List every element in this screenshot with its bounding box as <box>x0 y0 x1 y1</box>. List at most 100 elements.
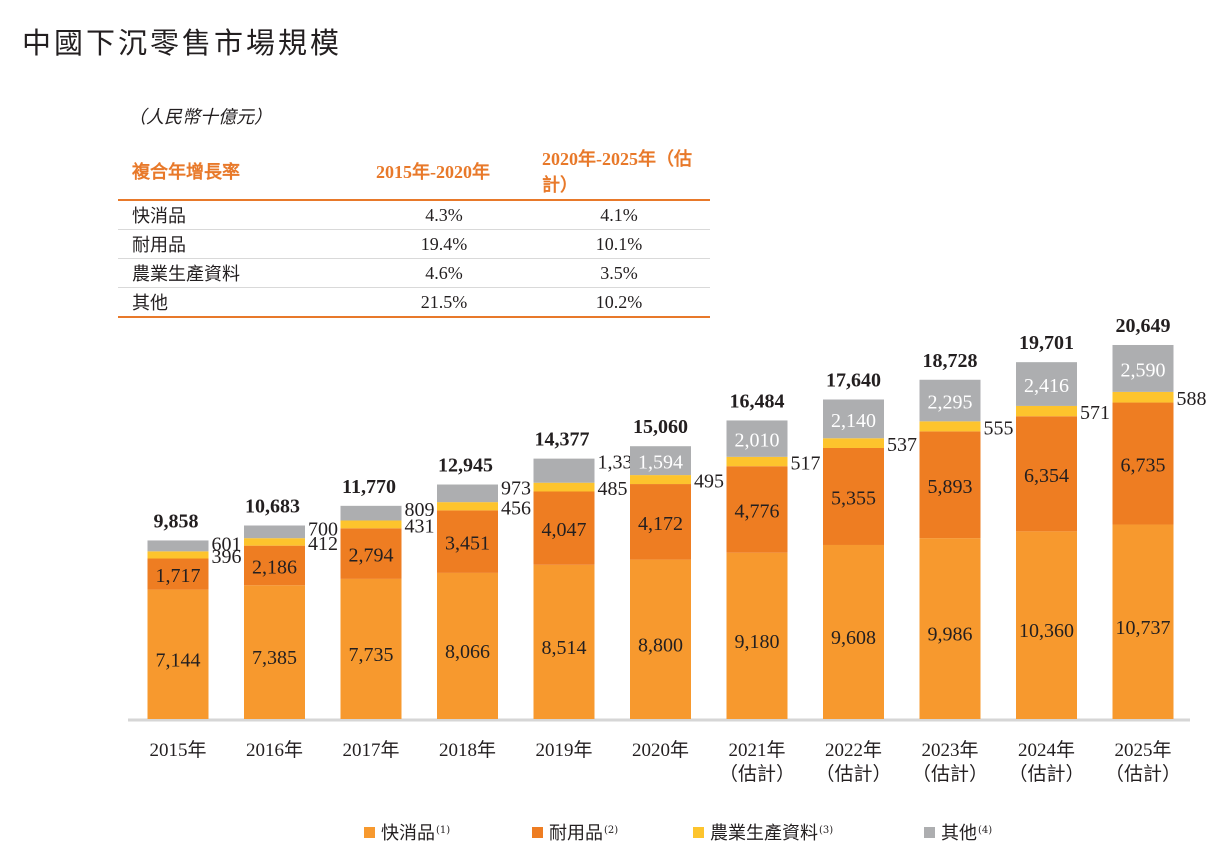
x-tick-label: 2019年 <box>535 739 592 761</box>
data-label-total: 14,377 <box>535 429 590 451</box>
cagr-value: 19.4% <box>314 229 528 259</box>
legend: 快消品 (1) 耐用品 (2) 農業生產資料 (3) 其他 (4) <box>0 819 1228 845</box>
legend-note: (1) <box>436 824 451 836</box>
data-label-agri: 537 <box>887 434 917 456</box>
cagr-value: 4.1% <box>528 200 710 230</box>
data-label-total: 18,728 <box>923 350 978 372</box>
x-tick-label: 2015年 <box>149 739 206 761</box>
data-label-fmcg: 7,385 <box>252 647 297 669</box>
bar-segment-agri <box>726 456 788 467</box>
data-label-others: 2,416 <box>1024 375 1069 397</box>
data-label-total: 17,640 <box>826 369 881 391</box>
unit-label: （人民幣十億元） <box>128 107 272 128</box>
bar-segment-durables <box>147 558 209 590</box>
data-label-agri: 555 <box>984 417 1014 439</box>
data-label-agri: 396 <box>212 546 242 568</box>
x-tick-label: 2017年 <box>342 739 399 761</box>
bar-segment-others <box>533 458 595 483</box>
data-label-agri: 571 <box>1080 402 1110 424</box>
data-label-durables: 3,451 <box>445 533 490 555</box>
cagr-row-label: 農業生產資料 <box>118 258 314 288</box>
cagr-row: 其他 21.5% 10.2% <box>118 287 710 318</box>
cagr-table: 複合年增長率 2015年-2020年 2020年-2025年（估計） 快消品 4… <box>118 143 710 318</box>
bar-segment-others <box>1112 344 1174 392</box>
legend-note: (3) <box>819 824 834 836</box>
data-label-others: 2,295 <box>928 392 973 414</box>
data-label-total: 15,060 <box>633 416 688 438</box>
legend-swatch-durables <box>532 826 543 838</box>
x-tick-sublabel: （估計） <box>912 763 988 785</box>
bar-segment-durables <box>340 528 402 579</box>
bar-segment-fmcg <box>437 572 498 719</box>
data-label-total: 19,701 <box>1019 332 1074 354</box>
data-label-fmcg: 9,608 <box>831 627 876 649</box>
bar-segment-fmcg <box>533 564 595 719</box>
data-label-fmcg: 10,360 <box>1019 620 1074 642</box>
cagr-row: 農業生產資料 4.6% 3.5% <box>118 258 710 288</box>
x-tick-label: 2024年 <box>1018 739 1075 761</box>
data-label-fmcg: 10,737 <box>1116 617 1171 639</box>
bar-segment-fmcg <box>1016 531 1077 719</box>
bar-segment-agri <box>1016 405 1077 417</box>
data-label-total: 16,484 <box>730 390 785 412</box>
legend-swatch-agri <box>693 826 704 838</box>
data-label-agri: 588 <box>1177 388 1207 410</box>
data-label-agri: 412 <box>308 533 338 555</box>
x-tick-sublabel: （估計） <box>1008 763 1084 785</box>
bar-segment-others <box>244 525 305 539</box>
bar-segment-fmcg <box>244 585 305 719</box>
x-tick-label: 2020年 <box>632 739 689 761</box>
cagr-value: 10.1% <box>528 229 710 259</box>
cagr-header-period2: 2020年-2025年（估計） <box>528 143 710 201</box>
bar-segment-agri <box>340 520 402 529</box>
data-label-total: 12,945 <box>438 455 493 477</box>
bar-segment-durables <box>919 431 981 539</box>
data-label-total: 11,770 <box>342 476 396 498</box>
cagr-value: 10.2% <box>528 287 710 318</box>
data-label-others: 2,140 <box>831 410 876 432</box>
data-label-durables: 1,717 <box>156 565 201 587</box>
bar-segment-fmcg <box>147 589 209 719</box>
data-label-fmcg: 8,800 <box>638 634 683 656</box>
legend-swatch-others <box>924 826 935 838</box>
legend-item-others: 其他 (4) <box>924 819 992 845</box>
data-label-fmcg: 8,514 <box>542 637 587 659</box>
data-label-agri: 431 <box>405 515 435 537</box>
data-label-total: 10,683 <box>245 496 300 518</box>
data-label-durables: 5,355 <box>831 487 876 509</box>
cagr-value: 4.6% <box>314 258 528 288</box>
bar-segment-others <box>823 399 884 439</box>
bar-segment-agri <box>919 421 981 432</box>
cagr-row: 耐用品 19.4% 10.1% <box>118 229 710 259</box>
bar-segment-durables <box>823 447 884 545</box>
cagr-value: 4.3% <box>314 200 528 230</box>
data-label-durables: 6,354 <box>1024 465 1069 487</box>
data-label-fmcg: 8,066 <box>445 641 490 663</box>
data-label-agri: 485 <box>598 478 628 500</box>
bar-segment-durables <box>1016 416 1077 532</box>
cagr-row: 快消品 4.3% 4.1% <box>118 200 710 230</box>
cagr-header-row: 複合年增長率 2015年-2020年 2020年-2025年（估計） <box>118 143 710 201</box>
bar-segment-durables <box>726 466 788 553</box>
cagr-row-label: 快消品 <box>118 200 314 230</box>
data-label-others: 2,010 <box>735 430 780 452</box>
bar-segment-others <box>437 484 498 503</box>
data-label-fmcg: 9,986 <box>928 624 973 646</box>
bar-segment-others <box>340 505 402 521</box>
legend-item-fmcg: 快消品 (1) <box>364 819 450 845</box>
bar-segment-others <box>726 420 788 457</box>
x-tick-label: 2018年 <box>439 739 496 761</box>
data-label-durables: 4,776 <box>735 500 780 522</box>
x-tick-label: 2025年 <box>1114 739 1171 761</box>
data-label-others: 601 <box>212 533 242 555</box>
bar-segment-fmcg <box>726 552 788 719</box>
legend-label: 農業生產資料 <box>710 823 818 844</box>
legend-item-agri: 農業生產資料 (3) <box>693 819 833 845</box>
data-label-others: 973 <box>501 478 531 500</box>
data-label-durables: 2,186 <box>252 556 297 578</box>
cagr-value: 21.5% <box>314 287 528 318</box>
bar-segment-agri <box>630 475 691 485</box>
bar-segment-fmcg <box>630 559 691 719</box>
cagr-value: 3.5% <box>528 258 710 288</box>
